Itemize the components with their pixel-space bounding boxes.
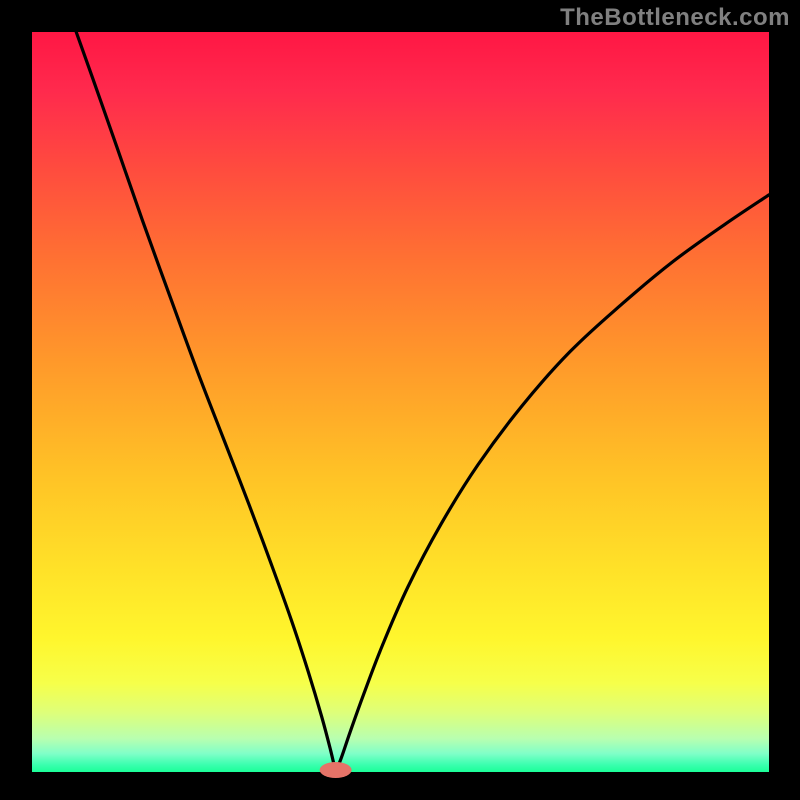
- watermark-text: TheBottleneck.com: [560, 4, 790, 32]
- minimum-marker: [320, 762, 352, 778]
- bottleneck-chart: [0, 0, 800, 800]
- chart-container: TheBottleneck.com: [0, 0, 800, 800]
- plot-background: [32, 32, 769, 772]
